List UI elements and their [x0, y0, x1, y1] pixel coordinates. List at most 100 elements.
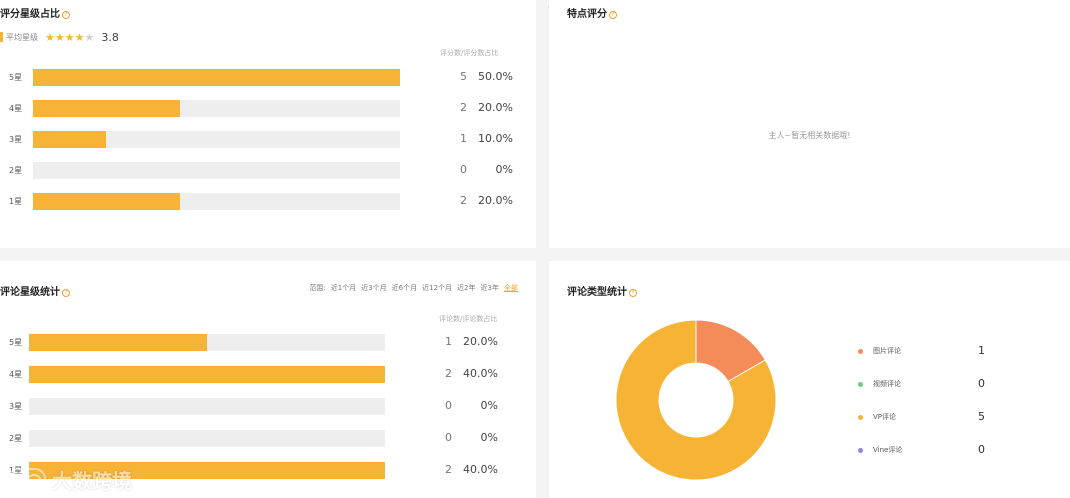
filter-option[interactable]: 近12个月	[422, 284, 453, 292]
legend-dot	[858, 415, 863, 420]
filter-option[interactable]: 全部	[504, 284, 518, 292]
row-count: 1	[445, 335, 452, 348]
filter-label: 范围:	[309, 284, 326, 292]
star-label: 4星	[9, 104, 23, 113]
row-percentage: 10.0%	[478, 132, 513, 145]
review-type-donut-chart	[616, 320, 776, 480]
star-label: 2星	[9, 434, 23, 443]
legend-item[interactable]: 视频评论 0	[856, 377, 996, 390]
star-label: 1星	[9, 197, 23, 206]
bar-fill	[33, 69, 400, 86]
star-row: 5星 1 20.0%	[0, 333, 536, 351]
filter-option[interactable]: 近1个月	[330, 284, 357, 292]
star-icon: ★	[45, 30, 55, 44]
donut-slice[interactable]	[616, 320, 776, 480]
filter-option[interactable]: 近2年	[457, 284, 476, 292]
bar-fill	[33, 193, 180, 210]
bar-fill	[29, 334, 207, 351]
legend-label: 视频评论	[873, 380, 901, 388]
legend-value: 5	[978, 410, 985, 423]
feature-rating-title: 特点评分?	[567, 5, 617, 20]
row-percentage: 20.0%	[478, 101, 513, 114]
bar-fill	[33, 131, 107, 148]
star-row: 3星 1 10.0%	[0, 130, 536, 148]
bar-track	[29, 398, 385, 415]
legend-value: 1	[978, 344, 985, 357]
bar-track	[29, 366, 385, 383]
bar-fill	[29, 462, 385, 479]
row-count: 0	[460, 163, 467, 176]
legend-dot	[858, 382, 863, 387]
help-icon[interactable]: ?	[62, 11, 70, 19]
star-row: 4星 2 20.0%	[0, 99, 536, 117]
empty-state-message: 主人~暂无相关数据哦!	[768, 131, 851, 140]
row-count: 2	[460, 194, 467, 207]
star-row: 2星 0 0%	[0, 429, 536, 447]
legend-value: 0	[978, 377, 985, 390]
filter-option[interactable]: 近3个月	[361, 284, 387, 292]
legend-label: Vine评论	[873, 446, 903, 454]
bar-track	[33, 162, 400, 179]
infinity-logo-icon	[8, 468, 46, 490]
star-rating: ★★★★★	[45, 31, 94, 44]
row-count: 0	[445, 399, 452, 412]
watermark: 大数跨境	[8, 465, 132, 493]
bar-track	[33, 193, 400, 210]
star-share-title: 评分星级占比?	[0, 5, 70, 20]
column-header: 评论数/评论数占比	[439, 315, 498, 323]
star-row: 5星 5 50.0%	[0, 68, 536, 86]
star-label: 2星	[9, 166, 23, 175]
star-icon: ★	[74, 30, 85, 44]
row-count: 1	[460, 132, 467, 145]
legend-item[interactable]: Vine评论 0	[856, 443, 996, 456]
row-percentage: 50.0%	[478, 70, 513, 83]
star-icon: ★	[84, 30, 95, 44]
legend-swatch	[0, 32, 3, 42]
star-label: 4星	[9, 370, 23, 379]
help-icon[interactable]: ?	[629, 289, 637, 297]
star-icon: ★	[64, 30, 75, 44]
legend-item[interactable]: VP评论 5	[856, 410, 996, 423]
average-rating-value: 3.8	[101, 30, 119, 44]
feature-rating-panel	[549, 0, 1070, 248]
legend-value: 0	[978, 443, 985, 456]
legend-dot	[858, 448, 863, 453]
column-header: 评分数/评分数占比	[440, 49, 499, 57]
row-count: 0	[445, 431, 452, 444]
row-percentage: 0%	[495, 163, 513, 176]
average-rating-legend: 平均星级 ★★★★★ 3.8	[0, 30, 119, 44]
row-percentage: 20.0%	[463, 335, 498, 348]
legend-label: 图片评论	[873, 347, 901, 355]
star-label: 3星	[9, 135, 23, 144]
bar-track	[29, 430, 385, 447]
time-range-filter: 范围: 近1个月 近3个月 近6个月 近12个月 近2年 近3年 全部	[309, 283, 518, 293]
filter-option[interactable]: 近3年	[480, 284, 499, 292]
bar-track	[33, 100, 400, 117]
star-label: 3星	[9, 402, 23, 411]
legend-label: VP评论	[873, 413, 897, 421]
filter-option[interactable]: 近6个月	[391, 284, 418, 292]
review-type-stats-title: 评论类型统计?	[567, 283, 637, 298]
row-percentage: 40.0%	[463, 463, 498, 476]
bar-fill	[33, 100, 180, 117]
help-icon[interactable]: ?	[609, 11, 617, 19]
average-rating-label: 平均星级	[6, 32, 38, 42]
legend-dot	[858, 349, 863, 354]
star-icon: ★	[54, 30, 65, 44]
row-count: 2	[445, 367, 452, 380]
row-count: 5	[460, 70, 467, 83]
row-percentage: 20.0%	[478, 194, 513, 207]
bar-track	[29, 334, 385, 351]
star-label: 5星	[9, 338, 23, 347]
help-icon[interactable]: ?	[62, 289, 70, 297]
legend-item[interactable]: 图片评论 1	[856, 344, 996, 357]
bar-track	[33, 69, 400, 86]
row-count: 2	[460, 101, 467, 114]
bar-fill	[29, 366, 385, 383]
watermark-text: 大数跨境	[52, 468, 132, 493]
row-percentage: 0%	[480, 431, 498, 444]
star-row: 1星 2 20.0%	[0, 192, 536, 210]
bar-track	[33, 131, 400, 148]
star-label: 5星	[9, 73, 23, 82]
star-row: 2星 0 0%	[0, 161, 536, 179]
